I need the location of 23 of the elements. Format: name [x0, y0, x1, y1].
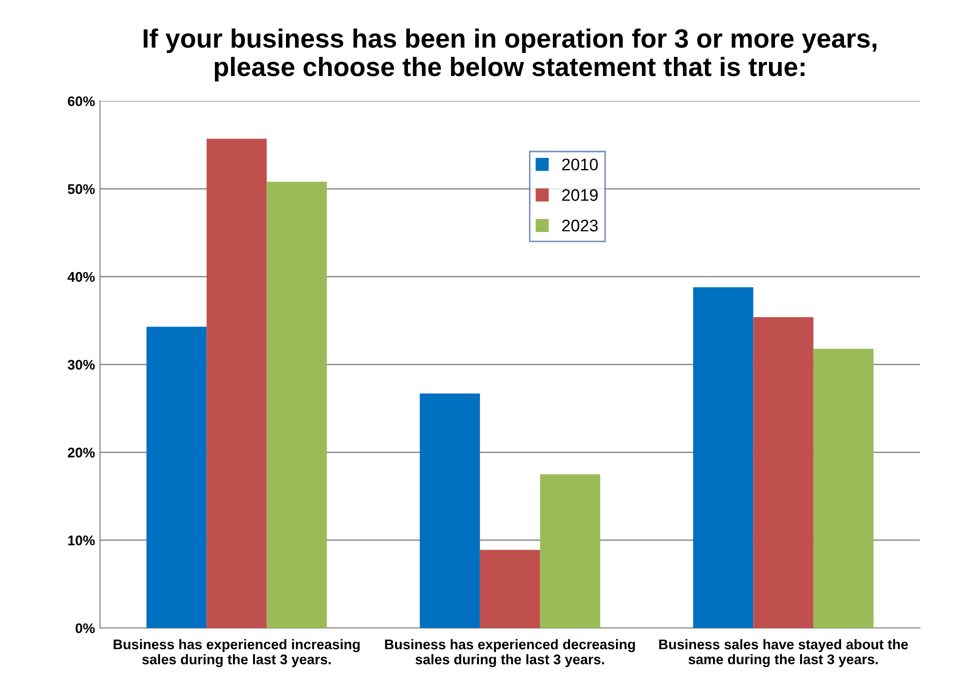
x-tick-label: Business has experienced increasing sales during the last 3 years. — [114, 639, 360, 668]
y-tick-label: 20% — [68, 448, 95, 458]
x-tick-label: Business has experienced decreasing sales during the last 3 years. — [385, 639, 635, 668]
bar — [813, 348, 874, 628]
legend-label: 2019 — [562, 189, 598, 201]
y-tick-label: 30% — [68, 360, 95, 370]
bar — [753, 317, 814, 628]
y-tick-label: 0% — [76, 623, 95, 634]
bar — [420, 393, 480, 628]
y-tick-label: 10% — [68, 536, 95, 546]
bar — [266, 182, 327, 628]
legend-label: 2010 — [562, 158, 598, 170]
x-tick-label: Business sales have stayed about the same during the last 3 years. — [659, 639, 908, 668]
bar — [540, 474, 600, 628]
legend-label: 2023 — [562, 220, 598, 232]
y-tick-label: 60% — [68, 96, 95, 106]
y-tick-label: 40% — [68, 272, 95, 282]
bar — [206, 138, 267, 628]
bar — [693, 287, 754, 628]
chart-title: If your business has been in operation for 3 or more years, please choose the below statement that is true: — [144, 28, 876, 82]
bar — [480, 550, 540, 628]
bar — [146, 326, 207, 628]
y-tick-label: 50% — [68, 184, 95, 194]
